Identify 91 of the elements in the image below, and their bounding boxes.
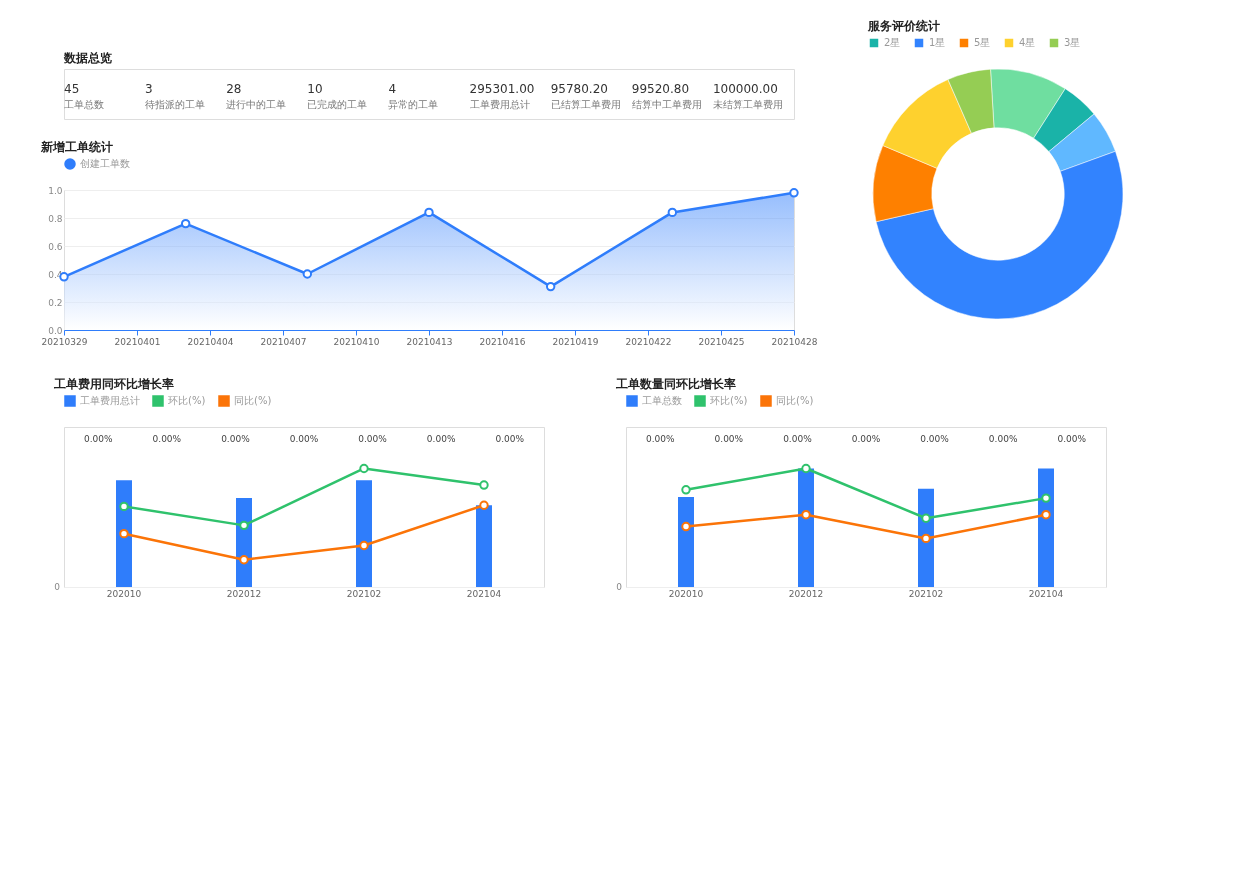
text: 异常的工单 xyxy=(388,99,439,110)
chart-title: 新增工单统计 xyxy=(40,140,114,154)
x-tick-label: 20210410 xyxy=(333,336,380,347)
point xyxy=(1041,510,1051,520)
text: 工单费用总计 xyxy=(469,99,530,110)
text: 0.00% xyxy=(358,434,388,444)
text: 99520.80 xyxy=(631,82,690,96)
legend-label: 环比(%) xyxy=(710,395,748,406)
point xyxy=(479,500,489,510)
text: 0 xyxy=(616,582,623,592)
point xyxy=(681,485,691,495)
text: 295301.00 xyxy=(469,82,535,96)
text: 0.00% xyxy=(426,434,456,444)
point xyxy=(681,521,691,532)
x-tick-label: 202102 xyxy=(346,588,382,599)
x-tick-label: 20210419 xyxy=(552,336,599,347)
legend-label: 4星 xyxy=(1019,37,1036,48)
point xyxy=(239,520,249,531)
x-tick-label: 202104 xyxy=(466,588,502,599)
x-tick-label: 20210425 xyxy=(698,336,745,347)
text: 95780.20 xyxy=(550,82,608,96)
x-tick-label: 20210329 xyxy=(41,336,88,347)
y-tick-label: 0.8 xyxy=(48,213,63,224)
x-tick-label: 202010 xyxy=(106,588,142,599)
legend-label: 工单费用总计 xyxy=(80,395,140,406)
text: 28 xyxy=(226,82,242,96)
chart-title: 工单费用同环比增长率 xyxy=(53,377,175,391)
x-tick-label: 20210404 xyxy=(187,336,234,347)
legend-label: 2星 xyxy=(884,37,901,48)
text: 进行中的工单 xyxy=(226,99,287,110)
text: 已完成的工单 xyxy=(307,99,368,110)
text: 0 xyxy=(54,582,61,592)
legend-label: 同比(%) xyxy=(776,395,814,406)
point xyxy=(801,463,811,474)
point xyxy=(801,510,811,520)
text: 0.00% xyxy=(1057,434,1087,444)
y-tick-label: 0.0 xyxy=(48,325,63,336)
legend-label: 同比(%) xyxy=(234,395,272,406)
legend-label: 5星 xyxy=(974,37,991,48)
legend-label: 1星 xyxy=(929,37,946,48)
x-tick-label: 20210428 xyxy=(771,336,818,347)
point xyxy=(921,533,931,544)
text: 未结算工单费用 xyxy=(712,99,783,110)
point xyxy=(479,480,489,490)
point xyxy=(1041,493,1051,503)
text: 0.00% xyxy=(920,434,950,444)
chart-title: 服务评价统计 xyxy=(867,19,940,33)
text: 3 xyxy=(145,82,153,96)
text: 0.00% xyxy=(645,434,676,444)
x-tick-label: 202012 xyxy=(788,588,824,599)
text: 0.00% xyxy=(83,434,114,444)
text: 45 xyxy=(64,82,80,96)
x-tick-label: 20210422 xyxy=(625,336,672,347)
text: 0.00% xyxy=(714,434,744,444)
text: 工单总数 xyxy=(64,99,104,110)
text: 100000.00 xyxy=(712,82,778,96)
point xyxy=(921,513,931,523)
x-tick-label: 20210401 xyxy=(114,336,161,347)
text: 0.00% xyxy=(851,434,881,444)
y-tick-label: 1.0 xyxy=(48,185,63,196)
legend-label: 环比(%) xyxy=(168,395,206,406)
text: 0.00% xyxy=(289,434,319,444)
text: 0.00% xyxy=(152,434,182,444)
text: 4 xyxy=(388,82,397,96)
point xyxy=(119,501,129,512)
x-tick-label: 202012 xyxy=(226,588,262,599)
text: 0.00% xyxy=(988,434,1018,444)
text: 0.00% xyxy=(221,434,251,444)
text: 结算中工单费用 xyxy=(631,99,702,110)
legend-label: 工单总数 xyxy=(642,395,682,406)
text: 数据总览 xyxy=(63,51,112,65)
x-tick-label: 20210416 xyxy=(479,336,526,347)
legend-label: 3星 xyxy=(1064,37,1081,48)
x-tick-label: 20210407 xyxy=(260,336,307,347)
y-tick-label: 0.6 xyxy=(48,241,63,252)
text: 0.00% xyxy=(783,434,813,444)
point xyxy=(119,528,129,539)
text: 待指派的工单 xyxy=(145,99,206,110)
point xyxy=(359,463,369,474)
x-tick-label: 20210413 xyxy=(406,336,453,347)
point xyxy=(359,540,369,551)
x-tick-label: 202104 xyxy=(1028,588,1064,599)
y-tick-label: 0.2 xyxy=(48,297,63,308)
text: 10 xyxy=(307,82,323,96)
text: 0.00% xyxy=(495,434,525,444)
chart-title: 工单数量同环比增长率 xyxy=(615,377,737,391)
legend-label: 创建工单数 xyxy=(80,158,130,169)
x-tick-label: 202102 xyxy=(908,588,944,599)
x-tick-label: 202010 xyxy=(668,588,704,599)
text: 已结算工单费用 xyxy=(550,99,621,110)
point xyxy=(239,555,249,565)
